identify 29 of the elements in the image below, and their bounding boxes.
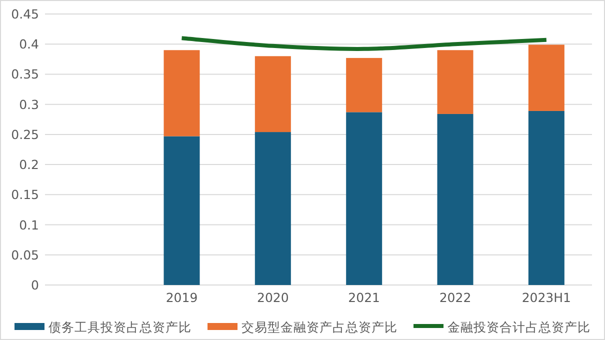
legend-label: 交易型金融资产占总资产比	[242, 320, 398, 334]
y-tick-label: 0.15	[11, 187, 39, 202]
x-tick-label: 2022	[439, 290, 472, 305]
bar	[437, 114, 474, 285]
legend-label: 金融投资合计占总资产比	[448, 320, 590, 334]
bar	[437, 50, 474, 114]
bar	[528, 44, 564, 111]
y-tick-label: 0.2	[19, 157, 39, 172]
y-tick-label: 0.25	[11, 126, 39, 142]
y-tick-label: 0.05	[11, 247, 39, 262]
y-tick-label: 0.4	[19, 36, 40, 52]
bar	[254, 132, 291, 285]
y-tick-label: 0	[31, 278, 40, 292]
bar	[254, 56, 291, 132]
bar	[346, 112, 382, 285]
legend-label: 债务工具投资占总资产比	[48, 320, 192, 334]
bar	[164, 50, 200, 136]
x-tick-label: 2021	[348, 290, 380, 305]
y-tick-label: 0.45	[11, 6, 39, 22]
bar	[346, 58, 382, 112]
bar	[528, 110, 564, 285]
y-tick-label: 0.35	[11, 66, 39, 82]
bar	[164, 136, 200, 285]
x-tick-label: 2023H1	[522, 290, 572, 305]
line-series	[180, 36, 548, 51]
y-tick-label: 0.3	[19, 96, 39, 112]
y-tick-label: 0.1	[19, 217, 39, 232]
x-tick-label: 2019	[166, 290, 198, 305]
x-tick-label: 2020	[257, 290, 289, 305]
